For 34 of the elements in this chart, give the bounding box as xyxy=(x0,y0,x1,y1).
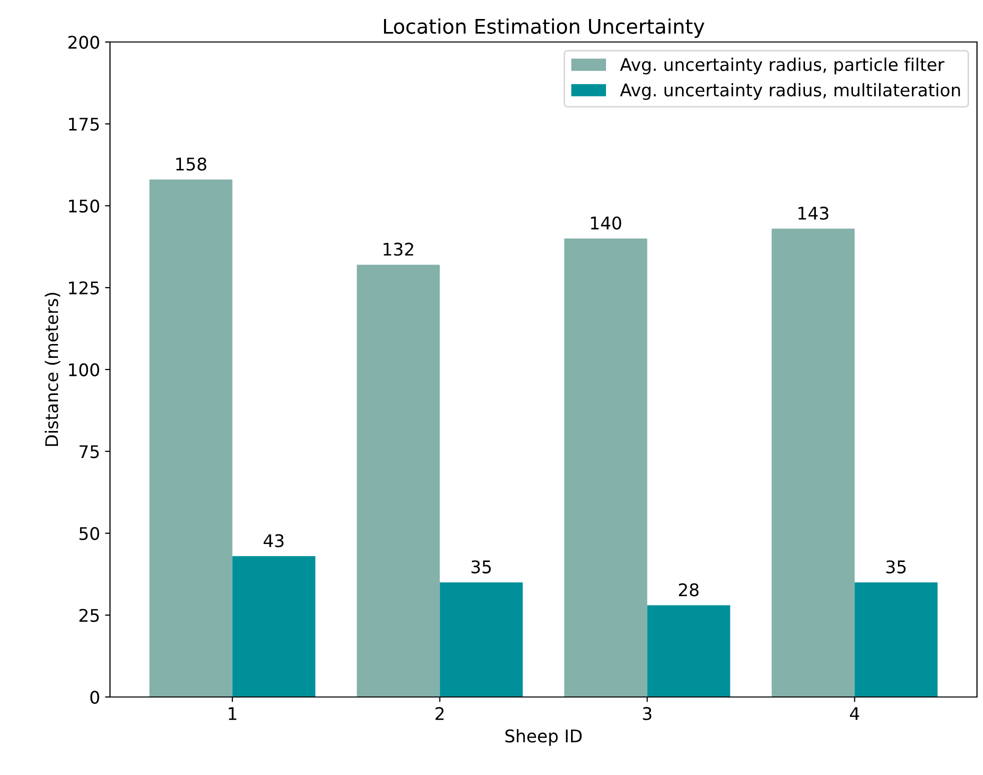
x-tick-label: 4 xyxy=(850,707,860,720)
data-label: 158 xyxy=(176,158,206,171)
chart-title: Location Estimation Uncertainty xyxy=(384,18,704,38)
y-tick-label: 0 xyxy=(90,690,100,704)
bar xyxy=(149,180,232,697)
bar xyxy=(356,264,440,697)
y-axis-title: Distance (meters) xyxy=(44,292,60,446)
bar xyxy=(647,605,730,697)
data-label: 140 xyxy=(591,216,622,230)
y-tick-label: 200 xyxy=(68,36,100,49)
y-tick-label: 100 xyxy=(69,363,100,376)
bar xyxy=(232,556,316,697)
data-label: 132 xyxy=(384,242,414,256)
x-tick-label: 1 xyxy=(228,707,236,720)
legend-label: Avg. uncertainty radius, particle filter xyxy=(620,58,944,74)
bar xyxy=(564,238,648,697)
y-tick-label: 25 xyxy=(79,608,99,622)
x-axis-title: Sheep ID xyxy=(505,729,582,746)
y-tick-label: 125 xyxy=(69,281,99,294)
bar xyxy=(772,228,855,697)
data-label: 35 xyxy=(472,560,491,574)
x-tick-label: 3 xyxy=(643,707,652,720)
data-label: 143 xyxy=(798,206,828,220)
x-tick-label: 2 xyxy=(436,707,444,720)
bar xyxy=(440,582,523,697)
y-tick-label: 50 xyxy=(80,526,100,540)
data-label: 43 xyxy=(264,534,284,548)
bar xyxy=(854,582,938,697)
y-tick-label: 75 xyxy=(80,445,99,458)
y-tick-label: 150 xyxy=(69,199,100,213)
legend-label: Avg. uncertainty radius, multilateration xyxy=(620,83,960,100)
data-label: 35 xyxy=(886,560,906,574)
data-label: 28 xyxy=(678,583,699,596)
y-tick-label: 175 xyxy=(69,118,99,131)
